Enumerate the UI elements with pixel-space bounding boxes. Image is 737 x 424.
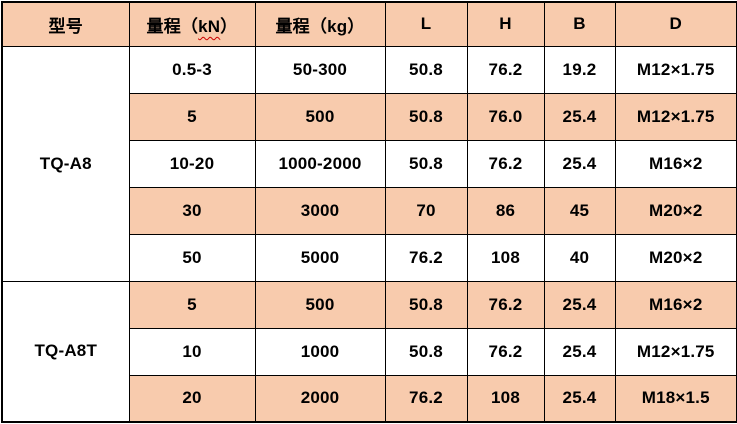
cell-kg: 500 — [254, 92, 386, 141]
cell-b: 25.4 — [543, 280, 616, 329]
header-row: 型号 量程（kN） 量程（kg） L H B D — [1, 1, 737, 47]
cell-kg: 1000-2000 — [254, 139, 386, 188]
cell-h: 76.2 — [466, 280, 545, 329]
cell-d: M16×2 — [614, 280, 737, 329]
table-row: TQ-A8 0.5-3 50-300 50.8 76.2 19.2 M12×1.75 — [1, 45, 737, 282]
header-model: 型号 — [1, 1, 130, 47]
cell-l: 76.2 — [384, 233, 468, 282]
cell-kn: 50 — [128, 233, 256, 282]
cell-kg: 3000 — [254, 186, 386, 235]
cell-l: 70 — [384, 186, 468, 235]
cell-h: 76.2 — [466, 327, 545, 376]
cell-h: 108 — [466, 374, 545, 423]
header-range-kn-unit-spellcheck: kN — [198, 16, 221, 36]
cell-kn: 5 — [128, 92, 256, 141]
header-range-kg-unit: kg — [327, 16, 348, 36]
cell-d: M18×1.5 — [614, 374, 737, 423]
cell-d: M12×1.75 — [614, 92, 737, 141]
cell-b: 25.4 — [543, 374, 616, 423]
cell-d: M20×2 — [614, 186, 737, 235]
table-row: 10 1000 50.8 76.2 25.4 M12×1.75 — [2, 327, 737, 376]
cell-l: 50.8 — [384, 139, 468, 188]
cell-kn: 10 — [128, 327, 256, 376]
header-dim-d: D — [614, 1, 737, 47]
header-range-kg: 量程（kg） — [254, 1, 386, 47]
cell-kn: 5 — [128, 280, 256, 329]
header-range-kg-suffix: ） — [347, 16, 365, 36]
cell-h: 76.2 — [466, 45, 545, 94]
cell-d: M20×2 — [614, 233, 737, 282]
cell-kg: 1000 — [254, 327, 386, 376]
cell-b: 25.4 — [543, 92, 616, 141]
cell-kg: 50-300 — [254, 45, 386, 94]
table-row: 5 500 50.8 76.0 25.4 M12×1.75 — [2, 92, 737, 141]
header-range-kn-suffix: ） — [220, 16, 238, 36]
table-row: TQ-A8T 5 500 50.8 76.2 25.4 M16×2 — [1, 280, 737, 423]
cell-l: 50.8 — [384, 92, 468, 141]
model-cell-tq-a8: TQ-A8 — [1, 45, 130, 282]
cell-h: 108 — [466, 233, 545, 282]
cell-l: 50.8 — [384, 45, 468, 94]
cell-kg: 2000 — [254, 374, 386, 423]
cell-kg: 5000 — [254, 233, 386, 282]
header-range-kn: 量程（kN） — [128, 1, 256, 47]
header-dim-b: B — [543, 1, 616, 47]
cell-b: 25.4 — [543, 327, 616, 376]
header-dim-h: H — [466, 1, 545, 47]
cell-kn: 0.5-3 — [128, 45, 256, 94]
cell-h: 76.2 — [466, 139, 545, 188]
model-cell-tq-a8t: TQ-A8T — [1, 280, 130, 423]
table-row: 50 5000 76.2 108 40 M20×2 — [2, 233, 737, 282]
cell-l: 50.8 — [384, 280, 468, 329]
cell-kg: 500 — [254, 280, 386, 329]
cell-d: M16×2 — [614, 139, 737, 188]
table-body: TQ-A8 0.5-3 50-300 50.8 76.2 19.2 M12×1.75 5 500… — [1, 45, 737, 423]
cell-h: 86 — [466, 186, 545, 235]
cell-l: 50.8 — [384, 327, 468, 376]
cell-b: 19.2 — [543, 45, 616, 94]
cell-kn: 10-20 — [128, 139, 256, 188]
cell-b: 25.4 — [543, 139, 616, 188]
cell-b: 45 — [543, 186, 616, 235]
header-range-kn-prefix: 量程（ — [146, 16, 199, 36]
cell-d: M12×1.75 — [614, 45, 737, 94]
cell-b: 40 — [543, 233, 616, 282]
cell-d: M12×1.75 — [614, 327, 737, 376]
cell-kn: 30 — [128, 186, 256, 235]
table-row: 20 2000 76.2 108 25.4 M18×1.5 — [2, 374, 737, 423]
header-dim-l: L — [384, 1, 468, 47]
cell-h: 76.0 — [466, 92, 545, 141]
cell-l: 76.2 — [384, 374, 468, 423]
cell-kn: 20 — [128, 374, 256, 423]
header-range-kg-prefix: 量程（ — [275, 16, 328, 36]
